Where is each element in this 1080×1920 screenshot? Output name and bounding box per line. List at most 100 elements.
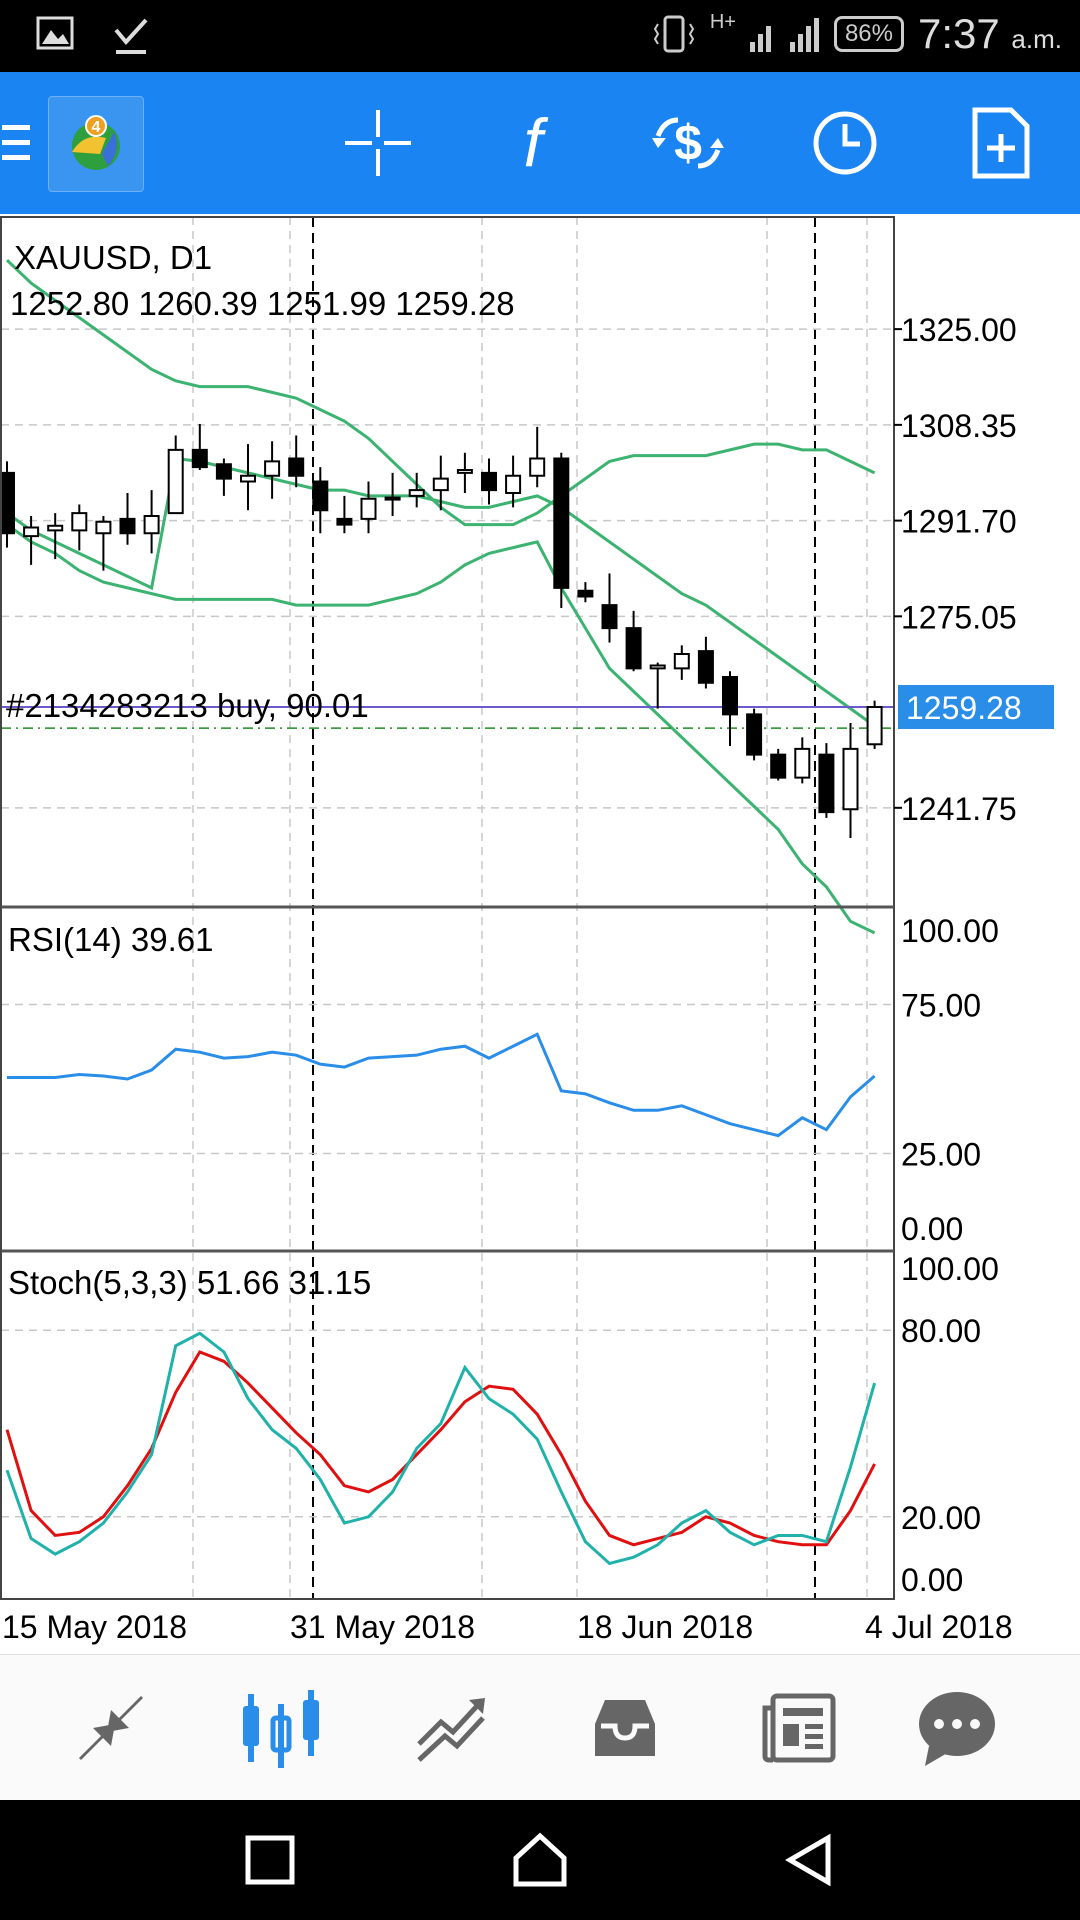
network-type: H+ [709,10,736,33]
quotes-icon[interactable] [66,1683,156,1773]
stoch-tick-label: 20.00 [901,1500,981,1536]
rsi-tick-label: 100.00 [901,913,999,949]
bottom-navigation [0,1654,1080,1801]
candle [529,426,546,488]
candle [167,435,184,515]
candle [746,708,763,761]
price-tick-label: 1241.75 [901,791,1017,827]
candle-body [167,448,184,515]
battery-indicator: 86% [833,16,904,52]
candle [697,636,714,689]
candle-body [0,471,15,535]
menu-icon[interactable] [0,100,34,186]
candle-body [143,515,160,535]
candle-body [71,512,88,532]
svg-text:f: f [524,108,549,178]
signal-icon [749,18,819,52]
candle [722,671,738,746]
gallery-notification-icon [36,16,74,50]
rsi-tick-label: 75.00 [901,988,981,1024]
candle [649,662,666,709]
candle-body [722,676,738,716]
candle-body [818,753,835,814]
chat-icon[interactable] [912,1683,1002,1773]
date-tick-label: 15 May 2018 [2,1609,187,1645]
stoch-tick-label: 80.00 [901,1313,981,1349]
candle [505,455,522,508]
rsi-line [7,1032,876,1138]
candle-body [673,653,690,670]
candle [360,481,377,534]
crosshair-icon[interactable] [335,100,421,186]
candle [143,490,160,554]
new-order-icon[interactable] [958,100,1044,186]
candle-body [505,474,522,494]
candle-body [191,448,208,469]
candle [456,452,473,493]
back-icon[interactable] [780,1830,840,1890]
candle-body [47,524,64,532]
candle [601,573,618,643]
candle [408,472,425,508]
recents-icon[interactable] [240,1830,300,1890]
candle-body [794,747,811,779]
date-tick-label: 18 Jun 2018 [577,1609,753,1645]
timeframe-icon[interactable] [802,100,888,186]
news-icon[interactable] [754,1683,844,1773]
chart-area[interactable]: XAUUSD, D1 1252.80 1260.39 1251.99 1259.… [0,214,1080,1654]
candle [47,513,64,560]
candle [842,723,859,838]
candle-body [384,496,401,501]
order-label[interactable]: #2134283213 buy, 90.01 [6,687,369,724]
system-navigation-bar [0,1800,1080,1920]
candle [432,455,449,511]
candle [553,452,570,608]
candle [264,441,281,499]
download-done-icon [114,18,148,54]
candle-body [649,664,666,670]
candle-body [119,517,136,535]
candle [240,444,256,511]
vibrate-icon [653,15,694,53]
stoch-tick-label: 0.00 [901,1562,963,1598]
candle-body [770,753,787,779]
date-tick-label: 31 May 2018 [290,1609,475,1645]
candle [119,493,136,545]
top-toolbar: 4 f $ [0,72,1080,214]
candle-body [215,463,232,480]
mt4-logo-icon[interactable]: 4 [48,96,144,192]
candle [818,743,835,818]
candle [625,610,642,672]
candle [577,582,594,603]
candle [288,435,305,488]
candle [866,700,883,749]
candle-body [312,480,329,512]
home-icon[interactable] [510,1830,570,1890]
candle-body [264,460,281,477]
candle [312,467,329,534]
price-tick-label: 1325.00 [901,312,1017,348]
stoch-tick-label: 100.00 [901,1251,999,1287]
candle [215,458,232,496]
candle-body [529,457,546,477]
candle-body [240,474,256,483]
candle [0,461,15,548]
price-tick-label: 1308.35 [901,408,1017,444]
candle-body [95,520,112,535]
candle [71,504,88,551]
history-icon[interactable] [580,1683,670,1773]
clock: 7:37 a.m. [918,10,1062,57]
candle-body [697,650,714,684]
candle-body [866,706,883,746]
candle-body [577,589,594,598]
indicators-icon[interactable]: f [490,100,576,186]
candle [794,737,811,784]
symbol-label: XAUUSD, D1 [14,239,212,276]
chart-icon[interactable] [236,1683,326,1773]
trade-icon[interactable]: $ [645,100,731,186]
candle-body [553,457,570,589]
svg-text:$: $ [674,115,702,171]
trade-tab-icon[interactable] [408,1683,498,1773]
candle-body [432,477,449,492]
candle-body [360,497,377,520]
